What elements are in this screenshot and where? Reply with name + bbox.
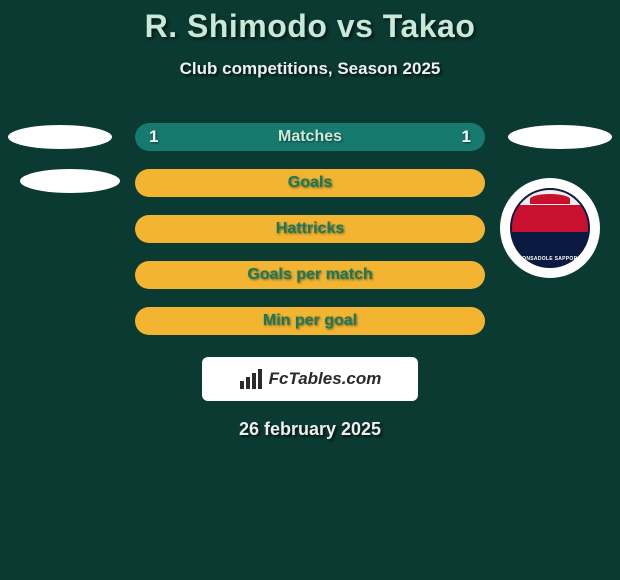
stat-label: Min per goal — [263, 312, 357, 330]
stat-bar: Hattricks — [135, 215, 485, 243]
fctables-badge: FcTables.com — [202, 357, 418, 401]
stat-label: Matches — [278, 128, 342, 146]
stat-left-value: 1 — [149, 127, 158, 147]
subtitle: Club competitions, Season 2025 — [180, 59, 441, 79]
stat-bar: Goals — [135, 169, 485, 197]
stat-bar: Min per goal — [135, 307, 485, 335]
club-badge-text: CONSADOLE SAPPORO — [518, 256, 581, 262]
stat-row-mpg: Min per goal — [0, 307, 620, 335]
stat-bar: Goals per match — [135, 261, 485, 289]
fctables-text: FcTables.com — [269, 369, 382, 389]
date-text: 26 february 2025 — [239, 419, 381, 440]
club-badge: CONSADOLE SAPPORO — [500, 178, 600, 278]
stats-card: R. Shimodo vs Takao Club competitions, S… — [0, 0, 620, 440]
stat-bar: 1 Matches 1 — [135, 123, 485, 151]
club-badge-inner: CONSADOLE SAPPORO — [510, 188, 590, 268]
club-badge-top — [530, 194, 570, 204]
bars-icon — [239, 369, 265, 389]
player-left-avatar — [8, 125, 112, 149]
team-left-avatar — [20, 169, 120, 193]
stat-row-matches: 1 Matches 1 — [0, 123, 620, 151]
player-right-avatar — [508, 125, 612, 149]
stat-label: Goals per match — [247, 266, 372, 284]
stat-label: Hattricks — [276, 220, 344, 238]
stat-right-value: 1 — [462, 127, 471, 147]
page-title: R. Shimodo vs Takao — [145, 8, 476, 45]
stat-label: Goals — [288, 174, 332, 192]
